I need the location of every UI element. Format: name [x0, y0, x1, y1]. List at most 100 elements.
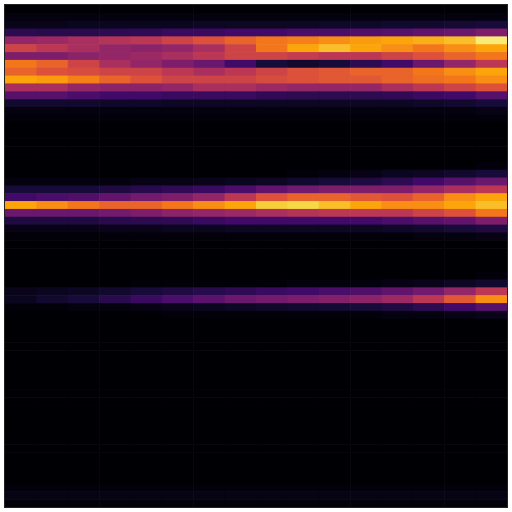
heat-cell	[350, 209, 382, 217]
heat-cell	[225, 225, 257, 233]
heat-cell	[256, 366, 288, 374]
heat-cell	[382, 107, 414, 115]
heat-cell	[287, 107, 319, 115]
heat-cell	[36, 436, 68, 444]
heat-cell	[99, 295, 131, 303]
heat-cell	[99, 444, 131, 452]
heat-cell	[413, 209, 445, 217]
heat-cell	[225, 382, 257, 390]
heat-cell	[225, 44, 257, 52]
heat-cell	[350, 311, 382, 319]
heat-cell	[256, 107, 288, 115]
heat-cell	[131, 499, 163, 507]
heat-cell	[5, 123, 37, 131]
heat-cell	[36, 115, 68, 123]
heat-cell	[444, 264, 476, 272]
heat-cell	[99, 99, 131, 107]
heat-cell	[350, 405, 382, 413]
heat-cell	[413, 123, 445, 131]
heat-cell	[193, 178, 225, 186]
heat-cell	[413, 52, 445, 60]
heat-cell	[476, 483, 507, 491]
heat-cell	[319, 334, 351, 342]
heat-cell	[444, 138, 476, 146]
heat-cell	[5, 491, 37, 499]
heat-cell	[36, 499, 68, 507]
heat-cell	[36, 131, 68, 139]
heat-cell	[382, 366, 414, 374]
heat-cell	[319, 52, 351, 60]
heat-cell	[36, 240, 68, 248]
heat-cell	[256, 280, 288, 288]
heat-cell	[382, 248, 414, 256]
heat-cell	[162, 193, 194, 201]
heat-cell	[193, 358, 225, 366]
heat-cell	[68, 162, 100, 170]
heat-cell	[382, 29, 414, 37]
heat-cell	[99, 225, 131, 233]
heat-cell	[319, 138, 351, 146]
heat-cell	[444, 146, 476, 154]
heat-cell	[319, 452, 351, 460]
heat-cell	[99, 83, 131, 91]
heat-cell	[476, 99, 507, 107]
heat-cell	[319, 499, 351, 507]
heat-cell	[193, 60, 225, 68]
heat-cell	[36, 287, 68, 295]
heat-cell	[413, 389, 445, 397]
heat-cell	[193, 193, 225, 201]
heat-cell	[256, 327, 288, 335]
heat-cell	[413, 44, 445, 52]
heat-cell	[256, 201, 288, 209]
heat-cell	[36, 413, 68, 421]
heat-cell	[193, 154, 225, 162]
heat-cell	[476, 334, 507, 342]
heat-cell	[99, 209, 131, 217]
heat-cell	[350, 303, 382, 311]
heat-cell	[193, 429, 225, 437]
heat-cell	[287, 146, 319, 154]
heat-cell	[382, 280, 414, 288]
heat-cell	[476, 146, 507, 154]
heat-cell	[444, 131, 476, 139]
heat-cell	[99, 232, 131, 240]
heat-cell	[256, 76, 288, 84]
heat-cell	[413, 13, 445, 21]
heat-cell	[319, 366, 351, 374]
heat-cell	[444, 327, 476, 335]
heat-cell	[287, 162, 319, 170]
heat-cell	[382, 146, 414, 154]
heat-cell	[444, 107, 476, 115]
heat-cell	[256, 295, 288, 303]
heat-cell	[162, 248, 194, 256]
heat-cell	[382, 83, 414, 91]
heat-cell	[319, 248, 351, 256]
heat-cell	[476, 327, 507, 335]
heat-cell	[131, 201, 163, 209]
heat-cell	[99, 162, 131, 170]
heat-cell	[193, 468, 225, 476]
heat-cell	[287, 21, 319, 29]
heat-cell	[68, 36, 100, 44]
heat-cell	[287, 272, 319, 280]
heat-cell	[413, 170, 445, 178]
heat-cell	[68, 146, 100, 154]
heat-cell	[476, 264, 507, 272]
heat-cell	[5, 68, 37, 76]
heat-cell	[256, 232, 288, 240]
heat-cell	[413, 60, 445, 68]
heat-cell	[193, 264, 225, 272]
heat-cell	[476, 115, 507, 123]
heat-cell	[350, 60, 382, 68]
heatmap-chart	[0, 0, 512, 512]
heat-cell	[193, 248, 225, 256]
heat-cell	[476, 436, 507, 444]
heat-cell	[99, 468, 131, 476]
heat-cell	[68, 436, 100, 444]
heat-cell	[476, 52, 507, 60]
heat-cell	[350, 374, 382, 382]
heat-cell	[476, 162, 507, 170]
heat-cell	[256, 60, 288, 68]
heat-cell	[382, 468, 414, 476]
heat-cell	[382, 421, 414, 429]
